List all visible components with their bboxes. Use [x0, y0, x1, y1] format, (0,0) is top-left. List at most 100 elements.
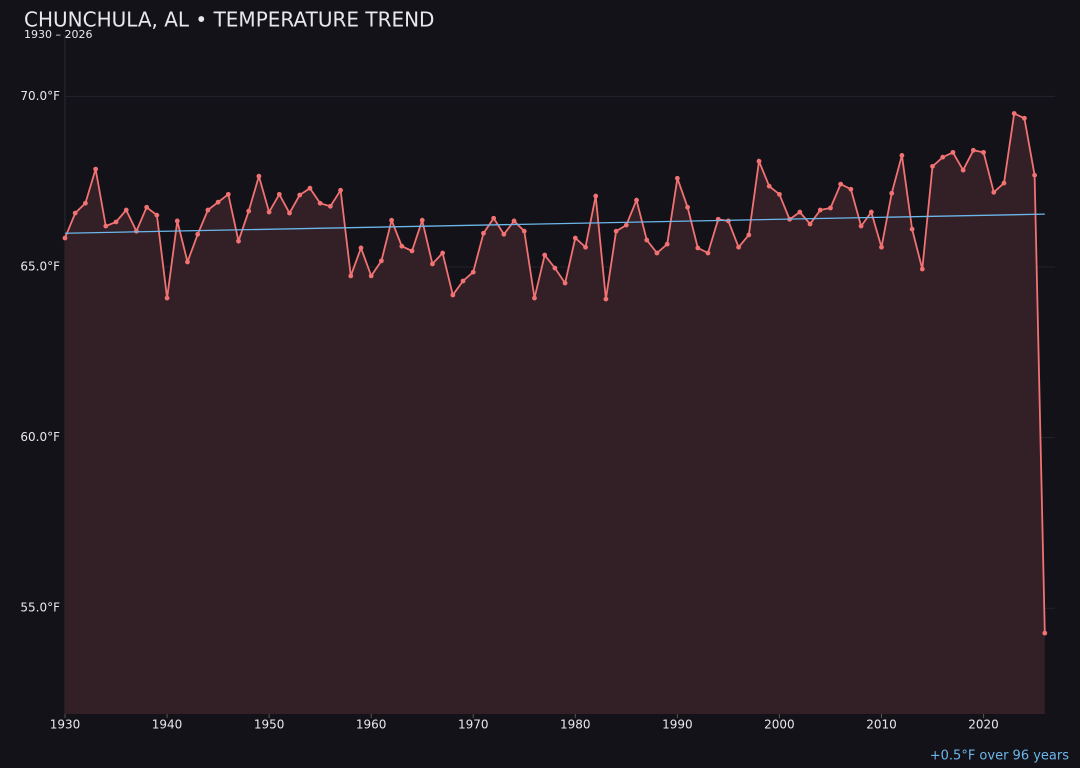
point [838, 181, 844, 187]
point [644, 237, 650, 243]
point [83, 200, 88, 206]
point [899, 153, 905, 158]
x-tick-label: 1990 [662, 718, 693, 732]
point [358, 245, 364, 251]
point [817, 207, 823, 213]
point [144, 204, 150, 210]
point [62, 235, 68, 241]
point [613, 228, 619, 234]
point [389, 217, 394, 223]
point [746, 232, 752, 238]
point [1011, 111, 1017, 116]
point [338, 187, 343, 193]
point [215, 199, 221, 205]
chart-subtitle: 1930 – 2026 [24, 28, 92, 41]
point [981, 149, 986, 155]
point [828, 205, 833, 211]
trend-line [64, 213, 1045, 234]
point [532, 295, 537, 301]
x-tick-label: 2020 [968, 718, 999, 732]
point [460, 278, 466, 284]
point [879, 244, 884, 250]
trend-annotation: +0.5°F over 96 years [930, 749, 1069, 764]
point [909, 226, 915, 232]
y-tick-label: 60.0°F [20, 430, 60, 444]
point [777, 191, 782, 197]
point [440, 250, 446, 256]
point [593, 193, 599, 199]
point [889, 190, 895, 196]
point [858, 223, 864, 229]
point [327, 203, 333, 209]
point [848, 186, 854, 192]
point [521, 228, 527, 234]
point [797, 209, 803, 215]
point [481, 230, 486, 236]
point [868, 209, 874, 215]
point [562, 280, 568, 286]
point [174, 218, 180, 224]
point [103, 223, 109, 229]
point [348, 273, 354, 279]
point [623, 222, 629, 228]
point [1021, 115, 1027, 121]
point [572, 235, 578, 241]
point [246, 208, 252, 214]
point [603, 296, 609, 302]
point [154, 212, 160, 218]
point [450, 292, 456, 298]
point [511, 218, 517, 224]
point [317, 200, 323, 206]
point [807, 221, 813, 227]
point [164, 295, 170, 301]
point [552, 265, 558, 271]
point [542, 252, 548, 258]
point [919, 266, 925, 272]
point [940, 154, 946, 160]
point [123, 207, 129, 213]
point [470, 269, 476, 275]
x-tick-label: 1950 [254, 718, 285, 732]
point [634, 197, 639, 203]
point [695, 245, 701, 251]
point [736, 244, 742, 250]
point [991, 189, 997, 195]
point [1032, 172, 1037, 178]
point [960, 167, 966, 173]
point [950, 149, 956, 155]
point [685, 204, 690, 210]
chart-title: CHUNCHULA, AL • TEMPERATURE TREND [24, 8, 434, 32]
x-tick-label: 1980 [560, 718, 591, 732]
point [583, 244, 588, 250]
point [236, 238, 241, 244]
point [368, 273, 374, 279]
point [409, 248, 415, 254]
point [756, 158, 762, 164]
x-tick-label: 1970 [458, 718, 489, 732]
point [287, 210, 292, 216]
point [378, 258, 384, 264]
point [766, 183, 772, 189]
x-tick-label: 2000 [764, 718, 795, 732]
x-tick-label: 2010 [866, 718, 897, 732]
point [113, 219, 119, 225]
y-tick-label: 65.0°F [20, 260, 60, 274]
point [276, 191, 282, 197]
point [185, 259, 190, 265]
point [705, 250, 711, 256]
point [674, 175, 680, 181]
point [491, 215, 497, 221]
point [307, 185, 313, 191]
point [1001, 180, 1007, 186]
x-tick-label: 1930 [50, 718, 81, 732]
area [65, 113, 1045, 714]
point [419, 217, 425, 223]
point [430, 261, 435, 267]
point [1042, 630, 1048, 636]
point [256, 173, 262, 179]
point [930, 163, 935, 169]
point [195, 231, 201, 237]
point [664, 241, 670, 247]
